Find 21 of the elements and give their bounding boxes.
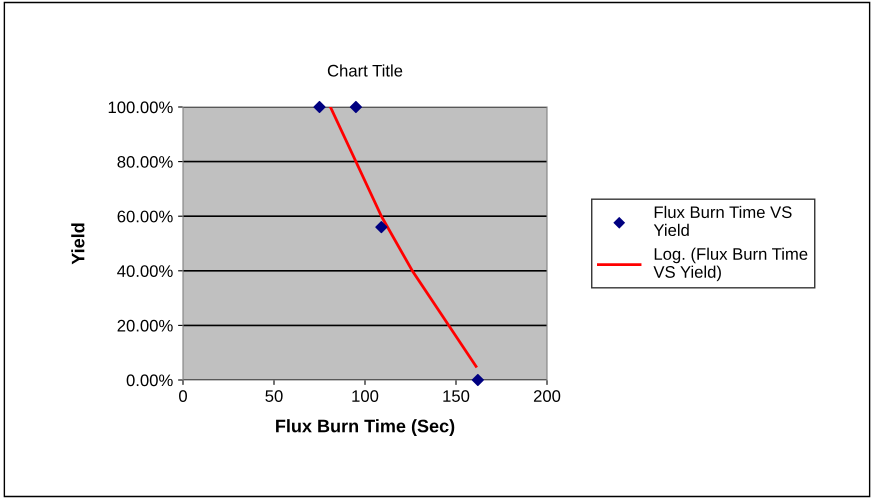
chart-title: Chart Title bbox=[328, 64, 402, 77]
point bbox=[350, 100, 362, 114]
y-axis-title: Yield bbox=[71, 223, 84, 264]
x-tick-label: 0 bbox=[179, 390, 187, 402]
x-axis-title: Flux Burn Time (Sec) bbox=[276, 419, 454, 436]
legend-label: Log. (Flux Burn Time VS Yield) bbox=[653, 248, 808, 282]
point bbox=[472, 374, 484, 386]
point bbox=[313, 100, 326, 114]
x-tick-label: 150 bbox=[443, 390, 470, 402]
legend-label: Flux Burn Time VS Yield bbox=[654, 206, 792, 236]
y-tick-label: 80.00% bbox=[117, 156, 173, 168]
point bbox=[375, 221, 388, 234]
x-tick-label: 100 bbox=[352, 390, 378, 402]
y-tick-label: 20.00% bbox=[118, 320, 173, 332]
x-tick-label: 50 bbox=[265, 390, 283, 402]
y-tick-label: 40.00% bbox=[117, 265, 173, 278]
line-series bbox=[329, 107, 478, 368]
y-tick-label: 60.00% bbox=[118, 210, 173, 222]
y-tick-label: 0.00% bbox=[126, 374, 173, 386]
y-tick-label: 100.00% bbox=[108, 101, 173, 114]
x-tick-label: 200 bbox=[534, 390, 560, 402]
